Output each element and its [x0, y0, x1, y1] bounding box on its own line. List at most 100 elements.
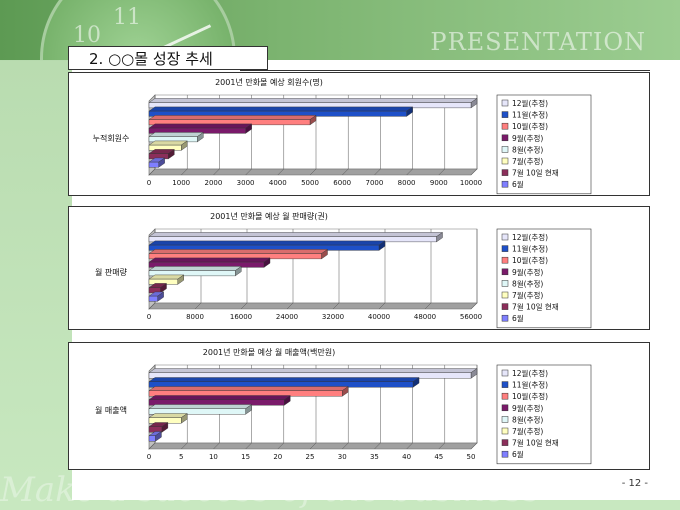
x-tick-label: 4000	[269, 179, 287, 187]
gridline-floor	[148, 168, 156, 176]
legend-swatch	[501, 122, 509, 130]
x-tick-label: 2000	[204, 179, 222, 187]
y-axis-label: 누적회원수	[93, 133, 130, 143]
bar-top	[148, 368, 478, 373]
gridline-floor	[213, 442, 220, 450]
legend-swatch	[501, 427, 509, 435]
chart-panel-volume: 2001년 만화몰 예상 월 판매량(권) 0 8000 16000 24000 3200…	[68, 206, 650, 330]
gridline-floor	[342, 442, 349, 450]
x-tick-label: 16000	[230, 313, 252, 321]
x-tick-label: 40000	[368, 313, 390, 321]
legend-swatch	[501, 157, 509, 165]
gridline-floor	[470, 302, 478, 310]
legend-label: 8월(추정)	[512, 144, 543, 154]
gridline-floor	[438, 442, 445, 450]
legend-swatch	[501, 392, 509, 400]
y-axis-label: 월 판매량	[95, 267, 128, 277]
legend-swatch	[501, 416, 509, 423]
header-banner: 10 11 PRESENTATION	[0, 0, 680, 60]
chart-title: 2001년 만화몰 예상 월 판매량(권)	[210, 211, 328, 221]
gridline-floor	[245, 442, 252, 450]
legend-swatch	[501, 245, 509, 252]
slide-title: 2. ○○몰 성장 추세	[68, 46, 268, 70]
bar-top	[148, 106, 414, 112]
gridline-floor	[286, 302, 294, 310]
legend-label: 11월(추정)	[512, 380, 548, 390]
legend-label: 7월(추정)	[512, 156, 543, 166]
bar-top	[148, 123, 253, 129]
gridline-floor	[277, 168, 284, 176]
bar-top	[148, 266, 242, 271]
chart-title: 2001년 만화몰 예상 회원수(명)	[215, 77, 323, 87]
x-tick-label: 35	[370, 453, 379, 461]
x-tick-label: 5	[179, 453, 183, 461]
legend-label: 7월(추정)	[512, 426, 543, 436]
legend-label: 11월(추정)	[512, 110, 548, 120]
chart-title: 2001년 만화몰 예상 월 매출액(백만원)	[203, 347, 335, 357]
x-tick-label: 8000	[186, 313, 204, 321]
legend-swatch	[501, 369, 509, 377]
volume-chart: 2001년 만화몰 예상 월 판매량(권) 0 8000 16000 24000 3200…	[95, 211, 592, 329]
legend-swatch	[501, 404, 509, 412]
gridline-floor	[406, 442, 413, 450]
legend-swatch	[501, 256, 509, 264]
bar-top	[148, 98, 478, 103]
x-tick-label: 40	[402, 453, 411, 461]
bar-top	[148, 232, 444, 237]
legend-swatch	[501, 111, 509, 118]
bar-top	[148, 249, 329, 254]
legend-swatch	[501, 280, 509, 287]
legend-swatch	[501, 99, 509, 107]
x-tick-label: 48000	[414, 313, 436, 321]
bar-top	[148, 132, 204, 137]
legend-label: 9월(추정)	[512, 403, 543, 413]
legend-swatch	[501, 268, 509, 276]
gridline-floor	[424, 302, 432, 310]
legend-box	[496, 364, 592, 465]
clock-number-11: 11	[113, 5, 141, 30]
legend-label: 12월(추정)	[512, 368, 548, 378]
x-tick-label: 25	[306, 453, 315, 461]
x-tick-label: 10000	[460, 179, 482, 187]
page-number: - 12 -	[621, 478, 648, 489]
x-tick-label: 24000	[276, 313, 298, 321]
gridline-floor	[438, 168, 445, 176]
gridline-floor	[406, 168, 413, 176]
bar	[148, 161, 159, 168]
x-tick-label: 6000	[333, 179, 351, 187]
bar	[148, 408, 246, 415]
gridline-floor	[374, 442, 381, 450]
bar-top	[148, 404, 253, 409]
x-tick-label: 8000	[398, 179, 416, 187]
legend-swatch	[501, 450, 509, 458]
x-tick-label: 3000	[237, 179, 255, 187]
gridline-floor	[181, 442, 188, 450]
x-tick-label: 45	[434, 453, 443, 461]
gridline-floor	[245, 168, 252, 176]
legend-label: 7월 10일 현재	[512, 438, 559, 448]
legend-swatch	[501, 381, 509, 388]
bar-top	[148, 140, 188, 146]
legend-swatch	[501, 314, 509, 322]
gridline-floor	[374, 168, 381, 176]
legend-label: 8월(추정)	[512, 414, 543, 424]
bar-top	[148, 386, 349, 391]
legend-label: 6월	[512, 449, 524, 459]
x-tick-label: 15	[241, 453, 250, 461]
x-tick-label: 30	[338, 453, 347, 461]
legend-swatch	[501, 146, 509, 153]
legend-label: 7월 10일 현재	[512, 168, 559, 178]
presentation-banner-text: PRESENTATION	[430, 28, 646, 56]
gridline-floor	[378, 302, 386, 310]
legend-swatch	[501, 439, 509, 446]
bar-top	[148, 115, 317, 120]
x-tick-label: 5000	[301, 179, 319, 187]
chart-panel-revenue: 2001년 만화몰 예상 월 매출액(백만원) 0 5 10 15 20 25 30 35 40 4…	[68, 342, 650, 470]
legend-label: 10월(추정)	[512, 255, 548, 265]
bar-top	[148, 395, 291, 400]
legend-swatch	[501, 303, 509, 310]
gridline-floor	[470, 168, 478, 176]
x-tick-label: 20	[273, 453, 282, 461]
legend-label: 12월(추정)	[512, 98, 548, 108]
bar-top	[148, 240, 386, 246]
